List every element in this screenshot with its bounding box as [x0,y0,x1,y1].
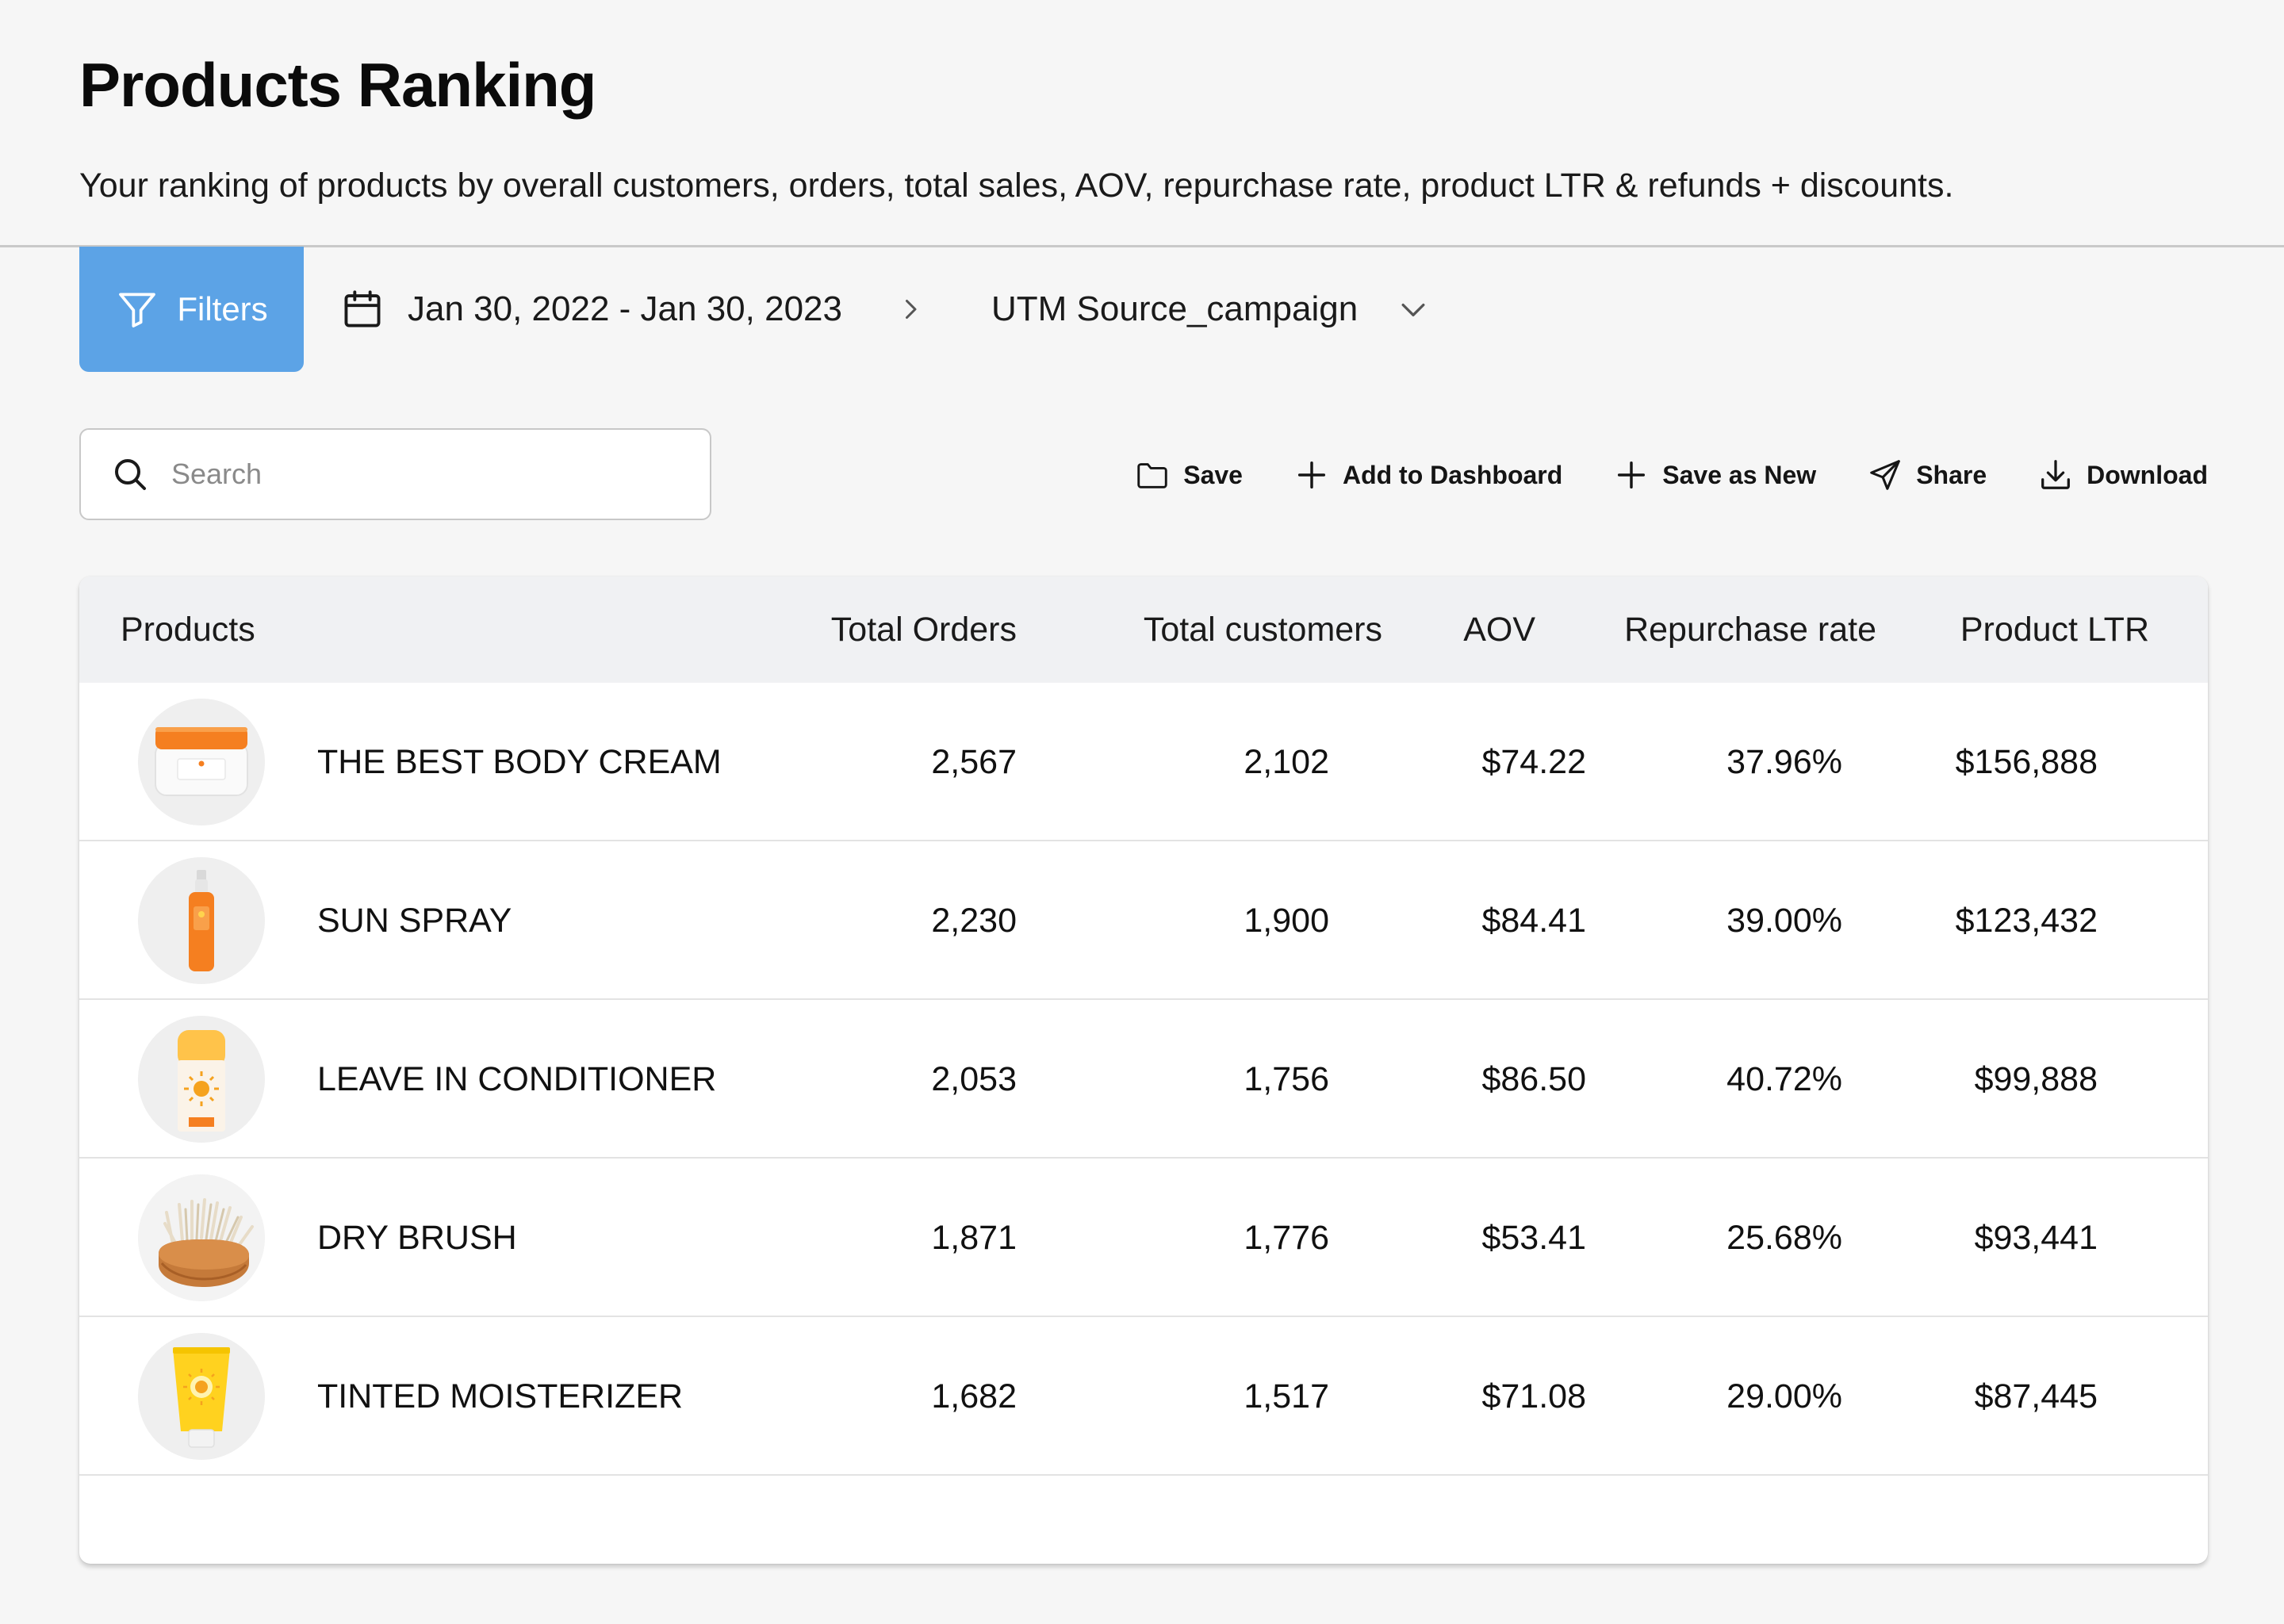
repurchase-rate-cell: 37.96% [1726,743,1842,781]
folder-icon [1137,463,1167,488]
column-header-repurchase-rate[interactable]: Repurchase rate [1624,611,1876,649]
search-box[interactable] [79,428,711,520]
column-header-products[interactable]: Products [121,611,255,649]
conditioner-stick-icon [138,1016,265,1143]
repurchase-rate-cell: 29.00% [1726,1377,1842,1415]
aov-cell: $86.50 [1481,1060,1586,1098]
filter-funnel-icon [119,293,156,327]
send-icon [1870,460,1900,490]
total-customers-cell: 1,776 [1244,1219,1329,1257]
table-row[interactable]: SUN SPRAY 2,230 1,900 $84.41 39.00% $123… [79,841,2208,1000]
share-button[interactable]: Share [1867,457,1987,493]
table-row[interactable]: THE BEST BODY CREAM 2,567 2,102 $74.22 3… [79,683,2208,841]
products-table: Products Total Orders Total customers AO… [79,576,2208,1564]
total-orders-cell: 1,871 [931,1219,1017,1257]
save-label: Save [1183,460,1243,489]
product-ltr-cell: $123,432 [1955,902,2098,940]
aov-cell: $84.41 [1481,902,1586,940]
save-as-new-label: Save as New [1662,460,1817,489]
column-header-aov[interactable]: AOV [1463,611,1535,649]
product-ltr-cell: $87,445 [1974,1377,2098,1415]
add-to-dashboard-button[interactable]: Add to Dashboard [1293,457,1562,493]
aov-cell: $53.41 [1481,1219,1586,1257]
product-ltr-cell: $156,888 [1955,743,2098,781]
aov-cell: $74.22 [1481,743,1586,781]
search-input[interactable] [171,458,679,491]
product-name: DRY BRUSH [317,1219,517,1257]
total-orders-cell: 2,567 [931,743,1017,781]
plus-icon [1297,461,1326,489]
filters-label: Filters [177,290,268,327]
download-icon [2041,460,2071,489]
share-label: Share [1916,460,1987,489]
sun-spray-bottle-icon [138,857,265,984]
total-customers-cell: 1,900 [1244,902,1329,940]
add-to-dashboard-label: Add to Dashboard [1342,460,1563,489]
chevron-right-icon[interactable] [896,295,925,324]
download-button[interactable]: Download [2037,457,2208,493]
page-subtitle: Your ranking of products by overall cust… [79,167,1954,205]
column-header-product-ltr[interactable]: Product LTR [1960,611,2149,649]
date-range-text: Jan 30, 2022 - Jan 30, 2023 [408,289,842,328]
total-orders-cell: 2,230 [931,902,1017,940]
total-customers-cell: 2,102 [1244,743,1329,781]
total-customers-cell: 1,517 [1244,1377,1329,1415]
download-label: Download [2087,460,2208,489]
utm-source-dropdown[interactable]: UTM Source_campaign [991,282,1431,337]
aov-cell: $71.08 [1481,1377,1586,1415]
product-name: LEAVE IN CONDITIONER [317,1060,717,1098]
product-ltr-cell: $99,888 [1974,1060,2098,1098]
moisturizer-tube-icon [138,1333,265,1460]
dry-brush-icon [138,1174,265,1301]
chevron-down-icon [1396,292,1431,327]
calendar-icon [339,286,385,332]
table-header: Products Total Orders Total customers AO… [79,576,2208,683]
filters-button[interactable]: Filters [79,247,304,372]
product-name: SUN SPRAY [317,902,512,940]
total-orders-cell: 2,053 [931,1060,1017,1098]
save-button[interactable]: Save [1134,457,1243,493]
product-ltr-cell: $93,441 [1974,1219,2098,1257]
repurchase-rate-cell: 39.00% [1726,902,1842,940]
search-icon [115,459,146,490]
header-divider [0,245,2284,247]
column-header-total-customers[interactable]: Total customers [1143,611,1382,649]
repurchase-rate-cell: 40.72% [1726,1060,1842,1098]
column-header-total-orders[interactable]: Total Orders [830,611,1017,649]
product-name: TINTED MOISTERIZER [317,1377,684,1415]
table-row[interactable]: LEAVE IN CONDITIONER 2,053 1,756 $86.50 … [79,1000,2208,1159]
plus-icon [1618,461,1646,489]
repurchase-rate-cell: 25.68% [1726,1219,1842,1257]
page-title: Products Ranking [79,50,596,120]
total-customers-cell: 1,756 [1244,1060,1329,1098]
table-row[interactable]: TINTED MOISTERIZER 1,682 1,517 $71.08 29… [79,1317,2208,1476]
date-range-picker[interactable]: Jan 30, 2022 - Jan 30, 2023 [339,282,925,337]
utm-selected-value: UTM Source_campaign [991,289,1359,328]
table-row[interactable]: DRY BRUSH 1,871 1,776 $53.41 25.68% $93,… [79,1159,2208,1317]
save-as-new-button[interactable]: Save as New [1613,457,1816,493]
report-toolbar: Save Add to Dashboard Save as New Share [1134,450,2208,500]
body-cream-jar-icon [138,699,265,825]
total-orders-cell: 1,682 [931,1377,1017,1415]
product-name: THE BEST BODY CREAM [317,743,722,781]
